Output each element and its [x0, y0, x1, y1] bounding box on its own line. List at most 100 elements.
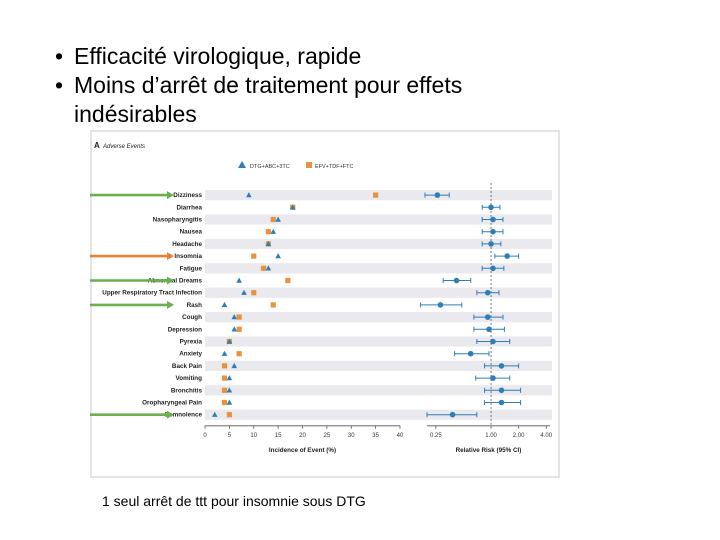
highlight-arrowhead	[167, 191, 174, 200]
dtg-marker	[226, 338, 233, 344]
row-band	[205, 360, 552, 371]
relative-risk-point	[498, 387, 505, 394]
efv-marker	[226, 412, 232, 418]
efv-marker	[221, 363, 228, 369]
row-band	[205, 263, 552, 274]
row-band	[205, 312, 552, 323]
row-band	[205, 409, 552, 420]
incidence-tick-label: 25	[324, 433, 331, 439]
category-label: Abnormal Dreams	[148, 278, 203, 285]
relative-risk-point	[484, 289, 491, 296]
relative-risk-point	[488, 241, 494, 247]
dtg-marker	[270, 228, 277, 234]
relative-risk-point	[486, 326, 492, 333]
relative-risk-point	[504, 253, 510, 259]
relative-risk-tick-label: 1.00	[485, 433, 497, 439]
row-band	[205, 385, 552, 396]
category-label: Vomiting	[176, 375, 203, 382]
efv-marker	[221, 387, 228, 393]
efv-marker	[265, 229, 271, 235]
bullet-marker: •	[55, 72, 64, 98]
row-band	[205, 287, 552, 298]
incidence-tick-label: 10	[250, 433, 257, 439]
efv-marker	[373, 192, 379, 198]
bullet-text: Efficacité virologique, rapide	[74, 43, 362, 69]
bullet-text: Moins d’arrêt de traitement pour effets	[74, 72, 463, 98]
incidence-tick-label: 15	[275, 433, 282, 439]
dtg-marker	[275, 253, 281, 259]
incidence-tick-label: 30	[348, 433, 355, 439]
row-band	[205, 190, 552, 201]
relative-risk-point	[437, 302, 444, 308]
forest-plot: A Adverse Events DTG+ABC+3TC EFV+TDF+FTC Diz…	[90, 130, 560, 478]
adverse-events-figure: A Adverse Events DTG+ABC+3TC EFV+TDF+FTC Diz…	[90, 130, 560, 478]
category-label: Anxiety	[179, 351, 202, 358]
category-label: Rash	[187, 302, 203, 309]
relative-risk-point	[488, 204, 494, 211]
dtg-marker	[289, 204, 296, 210]
dtg-marker	[231, 314, 238, 320]
panel-label: A	[94, 141, 100, 150]
relative-risk-point	[490, 228, 496, 235]
figure-caption: 1 seul arrêt de ttt pour insomnie sous D…	[102, 493, 366, 509]
bullet-text: indésirables	[74, 101, 197, 127]
dtg-marker	[265, 240, 272, 247]
row-band	[205, 214, 552, 225]
category-label: Insomnia	[174, 253, 202, 260]
row-band	[205, 336, 552, 347]
category-label: Fatigue	[180, 265, 203, 272]
highlight-arrowhead	[167, 276, 174, 285]
relative-risk-point	[498, 399, 505, 406]
relative-risk-point	[490, 338, 496, 345]
efv-marker	[285, 277, 291, 284]
relative-risk-point	[490, 375, 496, 381]
incidence-tick-label: 20	[299, 433, 306, 439]
legend-label-dtg: DTG+ABC+3TC	[250, 164, 290, 170]
dtg-marker	[226, 399, 233, 405]
relative-risk-point	[434, 192, 441, 198]
incidence-tick-label: 40	[397, 433, 404, 439]
dtg-marker	[231, 362, 238, 369]
panel-title: Adverse Events	[102, 144, 145, 150]
relative-risk-axis-label: Relative Risk (95% CI)	[456, 447, 522, 454]
highlight-arrowhead	[167, 300, 174, 309]
highlight-arrowhead	[167, 252, 174, 261]
efv-marker	[251, 290, 257, 296]
efv-marker	[270, 302, 276, 308]
category-label: Upper Respiratory Tract Infection	[102, 290, 202, 297]
efv-marker	[260, 265, 267, 271]
efv-marker	[236, 314, 242, 320]
row-band	[205, 238, 552, 249]
dtg-marker	[275, 216, 281, 222]
category-label: Somnolence	[165, 412, 203, 419]
dtg-marker	[221, 301, 228, 308]
category-label: Back Pain	[172, 363, 202, 370]
bullet-item: • Efficacité virologique, rapide	[55, 42, 695, 71]
relative-risk-point	[467, 350, 474, 357]
dtg-marker	[231, 326, 238, 332]
dtg-marker	[226, 387, 233, 393]
incidence-tick-label: 5	[228, 433, 232, 439]
legend-label-efv: EFV+TDF+FTC	[315, 164, 354, 170]
efv-marker	[236, 351, 242, 357]
dtg-marker	[211, 411, 218, 417]
bullet-list: • Efficacité virologique, rapide • Moins d…	[55, 42, 695, 129]
incidence-tick-label: 35	[372, 433, 379, 439]
efv-marker	[236, 326, 242, 332]
dtg-marker	[241, 289, 247, 295]
highlight-arrowhead	[167, 410, 174, 419]
efv-marker	[270, 216, 276, 223]
category-label: Oropharyngeal Pain	[142, 400, 202, 407]
category-label: Diarrhea	[176, 204, 202, 211]
dtg-marker	[221, 350, 228, 356]
relative-risk-point	[490, 265, 496, 272]
legend-marker-dtg	[238, 161, 246, 168]
relative-risk-tick-label: 4.00	[540, 433, 552, 439]
relative-risk-tick-label: 0.25	[430, 433, 442, 439]
relative-risk-tick-label: 2.00	[513, 433, 525, 439]
efv-marker	[221, 399, 228, 406]
category-label: Depression	[168, 326, 202, 333]
bullet-item-continued: indésirables	[55, 100, 695, 129]
relative-risk-point	[498, 363, 505, 369]
dtg-marker	[236, 277, 242, 283]
